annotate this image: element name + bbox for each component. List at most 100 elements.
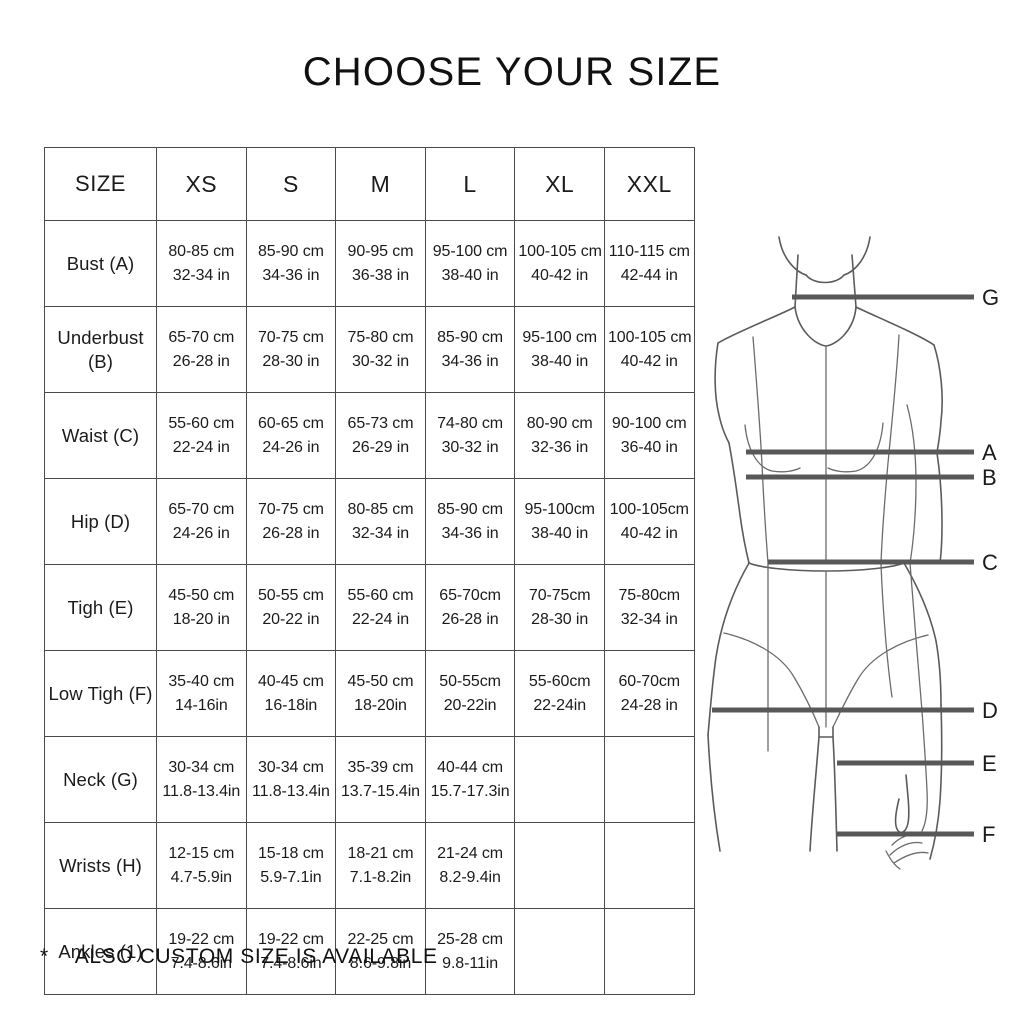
value-cm: 85-90 cm — [437, 329, 504, 347]
value-in: 26-29 in — [351, 438, 409, 456]
arm-right-inner-hip — [909, 562, 923, 712]
cell-hip-xs: 65-70 cm 24-26 in — [156, 478, 247, 565]
cell-neck-xl — [514, 736, 605, 823]
torso-right-side — [936, 452, 943, 564]
body-outline-group — [707, 236, 943, 870]
value-in: 36-40 in — [620, 438, 678, 456]
value-in: 26-28 in — [172, 352, 230, 370]
value-in: 9.8-11in — [442, 954, 498, 972]
cell-low-tigh-s: 40-45 cm 16-18in — [245, 650, 337, 737]
value-cm: 65-70cm — [439, 587, 501, 605]
value-in: 32-36 in — [531, 438, 589, 456]
value-cm: 60-70cm — [618, 673, 681, 691]
value-in: 4.7-5.9in — [170, 868, 232, 886]
cell-bust-xs: 80-85 cm 32-34 in — [156, 220, 247, 307]
value-cm: 35-40 cm — [168, 673, 235, 691]
jaw-right-line — [843, 236, 871, 276]
cell-hip-xxl: 100-105cm 40-42 in — [603, 478, 695, 565]
value-in: 32-34 in — [172, 266, 230, 284]
value-in: 36-38 in — [351, 266, 409, 284]
value-cm: 74-80 cm — [437, 415, 504, 433]
row-label-bust: Bust (A) — [44, 220, 157, 307]
cell-bust-l: 95-100 cm 38-40 in — [424, 220, 516, 307]
cell-underbust-l: 85-90 cm 34-36 in — [424, 306, 516, 393]
shoulder-left-line — [717, 306, 796, 344]
value-in: 8.6-9.8in — [349, 954, 412, 972]
cell-tigh-s: 50-55 cm 20-22 in — [245, 564, 337, 651]
value-in: 38-40 in — [531, 352, 589, 370]
table-row: Underbust (B) 65-70 cm 26-28 in 70-75 cm… — [44, 306, 695, 393]
hand-finger-line-3 — [893, 851, 929, 864]
cell-waist-xs: 55-60 cm 22-24 in — [156, 392, 247, 479]
value-cm: 35-39 cm — [347, 759, 414, 777]
column-header-xl: XL — [514, 147, 605, 221]
value-in: 24-26 in — [172, 524, 230, 542]
value-cm: 95-100 cm — [432, 243, 508, 261]
cell-waist-l: 74-80 cm 30-32 in — [424, 392, 516, 479]
value-cm: 40-45 cm — [257, 673, 324, 691]
value-cm: 65-70 cm — [168, 501, 235, 519]
arm-right-inner — [906, 404, 917, 564]
arm-right-outer — [933, 344, 943, 454]
hand-finger-line-2 — [889, 841, 923, 856]
chin-curve — [805, 274, 845, 284]
hip-crease-right — [832, 634, 929, 728]
cell-hip-m: 80-85 cm 32-34 in — [335, 478, 426, 565]
column-header-s: S — [245, 147, 337, 221]
cell-underbust-xs: 65-70 cm 26-28 in — [156, 306, 247, 393]
size-chart-table: SIZE XS S M L XL XXL Bust (A) 80-85 cm 3… — [44, 147, 695, 995]
value-cm: 80-85 cm — [168, 243, 235, 261]
value-in: 5.9-7.1in — [260, 868, 322, 886]
cell-low-tigh-l: 50-55cm 20-22in — [424, 650, 516, 737]
table-row: Ankles (1) 19-22 cm 7.4-8.6in 19-22 cm 7… — [44, 908, 695, 995]
panel-seam-right-hip — [880, 562, 893, 698]
value-in: 7.1-8.2in — [349, 868, 412, 886]
value-in: 20-22 in — [262, 610, 320, 628]
value-cm: 70-75 cm — [257, 329, 324, 347]
value-cm: 100-105 cm — [607, 329, 692, 347]
panel-seam-right-outer — [880, 334, 900, 564]
bust-curve-left — [744, 424, 801, 473]
value-in: 14-16in — [174, 696, 228, 714]
cell-underbust-xxl: 100-105 cm 40-42 in — [603, 306, 695, 393]
value-cm: 100-105 cm — [518, 243, 602, 261]
table-row: Bust (A) 80-85 cm 32-34 in 85-90 cm 34-3… — [44, 220, 695, 307]
table-header-row: SIZE XS S M L XL XXL — [44, 147, 695, 221]
cell-low-tigh-xxl: 60-70cm 24-28 in — [603, 650, 695, 737]
cell-bust-xxl: 110-115 cm 42-44 in — [603, 220, 695, 307]
arm-left-outer — [714, 342, 730, 444]
measurement-labels-group: G A B C D E F — [982, 285, 999, 847]
value-in: 22-24 in — [172, 438, 230, 456]
value-in: 34-36 in — [441, 352, 499, 370]
value-cm: 55-60 cm — [168, 415, 235, 433]
value-in: 16-18in — [264, 696, 318, 714]
value-cm: 15-18 cm — [257, 845, 324, 863]
value-in: 40-42 in — [620, 352, 678, 370]
cell-waist-xl: 80-90 cm 32-36 in — [514, 392, 605, 479]
figure-label-d: D — [982, 698, 998, 723]
table-row: Waist (C) 55-60 cm 22-24 in 60-65 cm 24-… — [44, 392, 695, 479]
cell-underbust-m: 75-80 cm 30-32 in — [335, 306, 426, 393]
value-cm: 70-75 cm — [257, 501, 324, 519]
row-label-waist: Waist (C) — [44, 392, 157, 479]
column-header-xxl: XXL — [603, 147, 695, 221]
thumb-shape — [894, 774, 910, 834]
page-title: CHOOSE YOUR SIZE — [302, 50, 722, 94]
cell-hip-s: 70-75 cm 26-28 in — [245, 478, 337, 565]
figure-label-b: B — [982, 465, 997, 490]
table-row: Hip (D) 65-70 cm 24-26 in 70-75 cm 26-28… — [44, 478, 695, 565]
value-cm: 90-100 cm — [611, 415, 687, 433]
value-cm: 19-22 cm — [168, 931, 235, 949]
cell-neck-xs: 30-34 cm 11.8-13.4in — [156, 736, 247, 823]
value-cm: 30-34 cm — [168, 759, 235, 777]
measurement-figure-diagram: G A B C D E F — [694, 215, 1024, 895]
value-in: 18-20 in — [172, 610, 230, 628]
figure-label-c: C — [982, 550, 998, 575]
value-in: 34-36 in — [441, 524, 499, 542]
value-in: 20-22in — [443, 696, 497, 714]
value-cm: 30-34 cm — [257, 759, 324, 777]
cell-waist-xxl: 90-100 cm 36-40 in — [603, 392, 695, 479]
value-cm: 25-28 cm — [437, 931, 504, 949]
value-cm: 75-80cm — [618, 587, 681, 605]
row-label-neck: Neck (G) — [44, 736, 157, 823]
